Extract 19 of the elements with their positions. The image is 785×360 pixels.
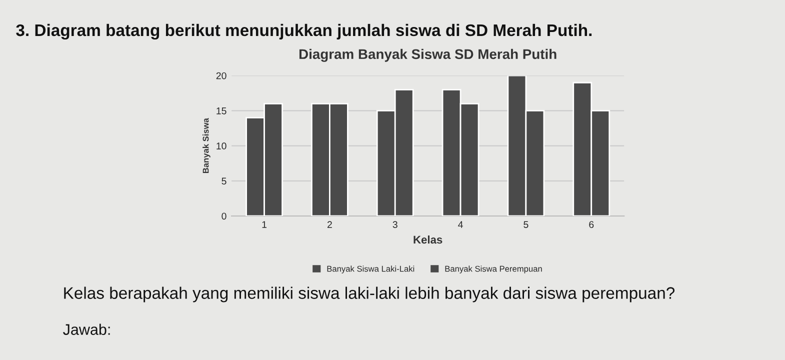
text: Kelas berapakah yang memiliki siswa laki-laki lebih banyak dari siswa perempuan?	[64, 286, 675, 302]
legend-label: Banyak Siswa Laki-Laki	[327, 266, 414, 274]
y-axis-title: Banyak Siswa	[202, 118, 210, 174]
x-tick-label: 5	[524, 221, 528, 228]
y-tick-label: 0	[222, 212, 226, 220]
y-tick-label: 20	[216, 72, 226, 80]
x-tick-label: 2	[327, 221, 332, 228]
legend-label: Banyak Siswa Perempuan	[445, 266, 542, 274]
y-tick-label: 10	[216, 142, 226, 150]
x-axis-title: Kelas	[414, 235, 442, 244]
text: 3. Diagram batang berikut menunjukkan jumlah siswa di SD Merah Putih.	[16, 24, 592, 40]
x-tick-label: 1	[262, 221, 267, 228]
y-tick-label: 15	[216, 108, 226, 114]
chart-title: Diagram Banyak Siswa SD Merah Putih	[299, 48, 556, 62]
text: Jawab:	[63, 324, 110, 335]
y-tick-label: 5	[222, 178, 226, 185]
x-tick-label: 4	[458, 221, 463, 228]
x-tick-label: 6	[589, 221, 594, 228]
x-tick-label: 3	[392, 221, 398, 228]
